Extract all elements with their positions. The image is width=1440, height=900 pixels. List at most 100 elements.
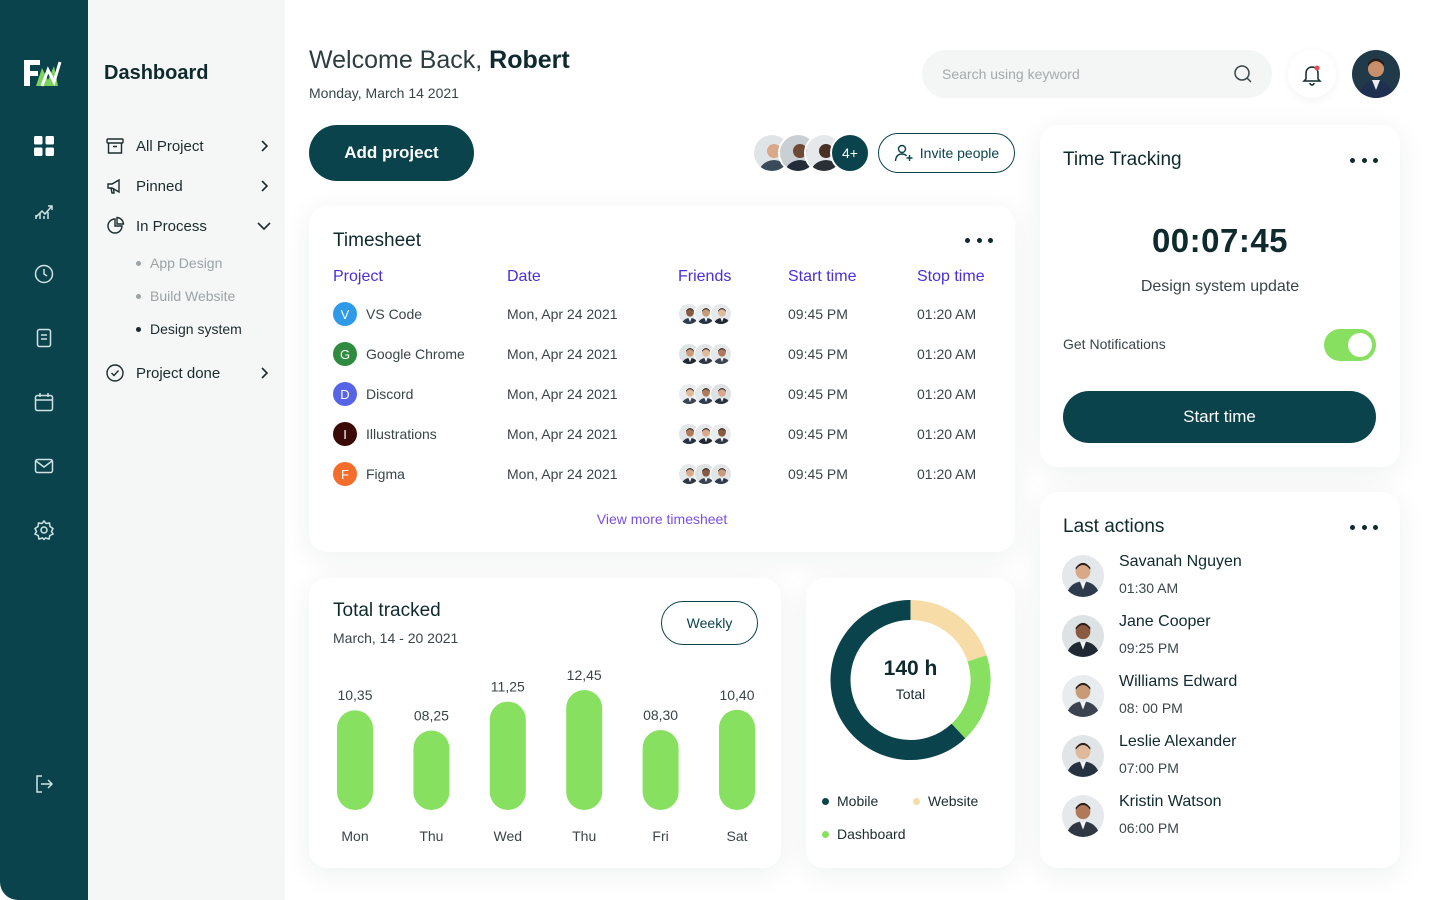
more-options-icon[interactable] — [965, 235, 993, 245]
sidebar-item-project-done[interactable]: Project done — [104, 360, 272, 386]
sidebar: Dashboard All Project Pinned In Process … — [88, 0, 285, 900]
stop-time-cell: 01:20 AM — [917, 466, 977, 482]
search-input[interactable] — [942, 66, 1232, 82]
sub-item-app-design[interactable]: App Design — [136, 255, 222, 271]
legend-item-dashboard: Dashboard — [822, 826, 906, 842]
sidebar-item-all-project[interactable]: All Project — [104, 133, 272, 159]
action-time: 06:00 PM — [1119, 820, 1179, 836]
action-time: 01:30 AM — [1119, 580, 1179, 596]
friends-cell — [678, 301, 732, 327]
bell-icon — [1302, 65, 1322, 86]
sub-item-design-system[interactable]: Design system — [136, 321, 242, 337]
team-avatars[interactable]: 4+ — [752, 133, 870, 173]
donut-slice-dashboard[interactable] — [951, 655, 991, 739]
chevron-down-icon — [257, 222, 271, 231]
project-name: Discord — [366, 386, 414, 402]
time-tracking-title: Time Tracking — [1063, 149, 1182, 170]
legend-label: Website — [928, 793, 979, 809]
x-tick-label: Sat — [726, 828, 747, 844]
list-item[interactable]: Jane Cooper 09:25 PM — [1062, 613, 1362, 661]
person-name: Williams Edward — [1119, 673, 1238, 690]
more-options-icon[interactable] — [1350, 522, 1378, 532]
sidebar-item-label: Project done — [136, 364, 221, 382]
view-more-timesheet-link[interactable]: View more timesheet — [596, 511, 728, 527]
clock-icon[interactable] — [30, 260, 58, 288]
invite-people-button[interactable]: Invite people — [878, 133, 1015, 173]
friends-cell — [678, 341, 732, 367]
sub-item-build-website[interactable]: Build Website — [136, 288, 235, 304]
friend-avatars — [678, 343, 732, 365]
mail-icon[interactable] — [30, 452, 58, 480]
add-project-button[interactable]: Add project — [309, 125, 474, 181]
megaphone-icon — [104, 175, 126, 197]
x-tick-label: Thu — [419, 828, 443, 844]
bar-sat[interactable] — [719, 709, 755, 810]
table-row[interactable]: V VS Code Mon, Apr 24 2021 09:45 PM 01:20 AM — [333, 301, 993, 327]
table-row[interactable]: D Discord Mon, Apr 24 2021 09:45 PM 01:20 AM — [333, 381, 993, 407]
bar-thu[interactable] — [413, 730, 450, 810]
date-cell: Mon, Apr 24 2021 — [507, 466, 618, 482]
avatar — [710, 423, 732, 445]
list-item[interactable]: Kristin Watson 06:00 PM — [1062, 793, 1362, 841]
table-row[interactable]: F Figma Mon, Apr 24 2021 09:45 PM 01:20 AM — [333, 461, 993, 487]
settings-icon[interactable] — [30, 516, 58, 544]
notifications-toggle[interactable] — [1324, 329, 1376, 361]
tracked-date-range: March, 14 - 20 2021 — [333, 630, 459, 646]
table-row[interactable]: I Illustrations Mon, Apr 24 2021 09:45 PM 01… — [333, 421, 993, 447]
start-time-cell: 09:45 PM — [788, 306, 848, 322]
bar-value-label: 11,25 — [491, 679, 525, 695]
avatar — [1062, 555, 1104, 597]
sidebar-item-label: Pinned — [136, 177, 183, 195]
start-time-button[interactable]: Start time — [1063, 391, 1376, 443]
sidebar-item-in-process[interactable]: In Process — [104, 213, 272, 239]
search-icon[interactable] — [1232, 63, 1254, 85]
project-cell: G Google Chrome — [333, 341, 465, 367]
bar-thu[interactable] — [566, 690, 603, 810]
project-letter-icon: G — [333, 342, 357, 366]
dashboard-icon[interactable] — [30, 132, 58, 160]
column-header-stop-time: Stop time — [917, 268, 985, 285]
timer-task-name: Design system update — [1140, 278, 1300, 295]
donut-slice-website[interactable] — [910, 600, 987, 662]
list-item[interactable]: Williams Edward 08: 00 PM — [1062, 673, 1362, 721]
bar-value-label: 10,35 — [337, 687, 372, 703]
bar-wed[interactable] — [489, 701, 526, 810]
table-row[interactable]: G Google Chrome Mon, Apr 24 2021 09:45 PM 01… — [333, 341, 993, 367]
stop-time-cell: 01:20 AM — [917, 386, 977, 402]
avatar — [1062, 615, 1104, 657]
donut-total-label: Total — [895, 686, 926, 702]
person-name: Jane Cooper — [1119, 613, 1211, 630]
project-letter-icon: V — [333, 302, 357, 326]
project-letter-icon: D — [333, 382, 357, 406]
bar-mon[interactable] — [337, 710, 373, 810]
sidebar-item-pinned[interactable]: Pinned — [104, 173, 272, 199]
avatar — [710, 463, 732, 485]
chevron-right-icon — [261, 140, 269, 152]
more-options-icon[interactable] — [1350, 155, 1378, 165]
period-selector-button[interactable]: Weekly — [661, 601, 758, 645]
project-cell: V VS Code — [333, 301, 422, 327]
logout-icon[interactable] — [30, 770, 58, 798]
friends-cell — [678, 461, 732, 487]
document-icon[interactable] — [30, 324, 58, 352]
notification-button[interactable] — [1288, 50, 1336, 98]
last-actions-card: Last actions Savanah Nguyen 01:30 AM Jane … — [1040, 492, 1400, 868]
avatar — [1062, 735, 1104, 777]
x-tick-label: Mon — [341, 828, 368, 844]
sidebar-item-label: In Process — [136, 217, 207, 235]
user-avatar[interactable] — [1352, 50, 1400, 98]
donut-slice-mobile[interactable] — [830, 600, 966, 760]
avatar — [710, 303, 732, 325]
analytics-icon[interactable] — [30, 196, 58, 224]
list-item[interactable]: Savanah Nguyen 01:30 AM — [1062, 553, 1362, 601]
bullet — [136, 260, 141, 266]
x-tick-label: Thu — [572, 828, 596, 844]
list-item[interactable]: Leslie Alexander 07:00 PM — [1062, 733, 1362, 781]
bar-fri[interactable] — [642, 730, 679, 810]
donut-total-value: 140 h — [883, 657, 938, 680]
action-time: 07:00 PM — [1119, 760, 1179, 776]
person-name: Kristin Watson — [1119, 793, 1222, 810]
more-members-badge: 4+ — [830, 133, 870, 173]
calendar-icon[interactable] — [30, 388, 58, 416]
avatar — [710, 343, 732, 365]
